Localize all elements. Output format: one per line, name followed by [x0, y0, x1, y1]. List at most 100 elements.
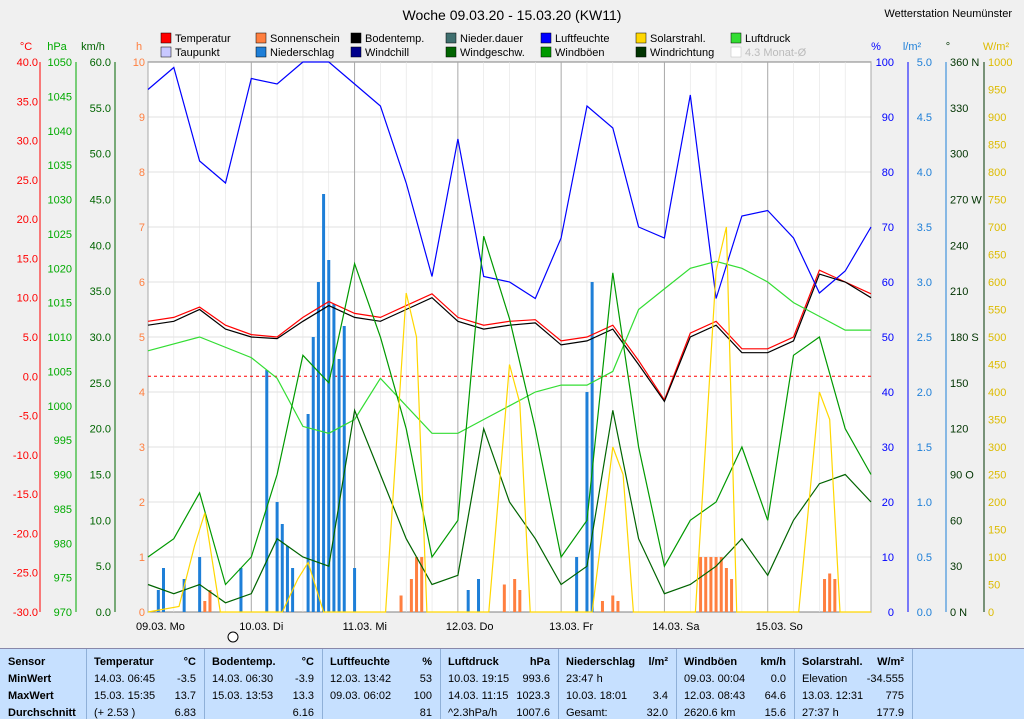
bar-1-13 — [704, 557, 708, 612]
axis-tick-hum-10: 0 — [888, 607, 894, 619]
axis-tick-temp-9: -5.0 — [19, 411, 38, 423]
stats-1-unit: °C — [301, 656, 314, 668]
weather-chart: Woche 09.03.20 - 15.03.20 (KW11) Wetters… — [12, 7, 1013, 643]
legend-swatch-1 — [255, 32, 267, 44]
stats-3-r1a: 10.03. 19:15 — [448, 673, 510, 685]
stats-3-r2b: 1023.3 — [516, 690, 550, 702]
axis-tick-press-9: 1005 — [48, 366, 72, 378]
axis-tick-solar-12: 400 — [988, 387, 1006, 399]
legend-swatch-9 — [350, 46, 362, 58]
axis-tick-hum-6: 40 — [882, 387, 894, 399]
stats-column-0: Temperatur °C 14.03. 06:45 -3.5 15.03. 15:35… — [86, 649, 205, 719]
x-tick-label-4: 13.03. Fr — [549, 621, 593, 633]
axis-tick-wind-0: 60.0 — [90, 57, 111, 69]
bar-0-12 — [316, 282, 320, 612]
legend-swatch-12 — [635, 46, 647, 58]
stats-column-1: Bodentemp. °C 14.03. 06:30 -3.9 15.03. 13:53… — [204, 649, 323, 719]
chart-marks — [147, 61, 872, 613]
stats-panel: Sensor MinWert MaxWert Durchschnitt Temp… — [0, 648, 1024, 719]
axis-tick-hum-3: 70 — [882, 222, 894, 234]
station-name: Wetterstation Neumünster — [884, 8, 1012, 20]
legend-swatch-4 — [540, 32, 552, 44]
stats-3-unit: hPa — [529, 656, 550, 668]
legend-label-5: Solarstrahl. — [650, 33, 706, 45]
bar-0-19 — [466, 590, 470, 612]
axis-tick-temp-7: 5.0 — [23, 332, 38, 344]
axis-tick-rain-10: 0.0 — [917, 607, 932, 619]
axis-unit-press: hPa — [47, 41, 67, 53]
axis-tick-dir-5: 210 — [950, 286, 968, 298]
axis-tick-temp-2: 30.0 — [17, 136, 38, 148]
stats-5-r1b: 0.0 — [770, 673, 786, 685]
bar-1-21 — [833, 579, 837, 612]
stats-column-3: Luftdruck hPa 10.03. 19:15 993.6 14.03. 11:1… — [440, 649, 559, 719]
x-axis-labels: 09.03. Mo 10.03. Di 11.03. Mi 12.03. Do 13.0… — [136, 621, 803, 633]
series-line-4 — [147, 408, 872, 604]
legend-swatch-8 — [255, 46, 267, 58]
axis-tick-press-12: 990 — [54, 470, 72, 482]
axis-tick-solar-19: 50 — [988, 580, 1000, 592]
stats-sensor-header: Sensor — [8, 656, 46, 668]
stats-1-r3b: 6.16 — [292, 707, 314, 719]
axis-tick-temp-5: 15.0 — [17, 253, 38, 265]
axis-tick-sun-8: 2 — [139, 497, 145, 509]
bar-1-1 — [208, 590, 212, 612]
axis-tick-solar-4: 800 — [988, 167, 1006, 179]
axis-tick-press-7: 1015 — [48, 298, 72, 310]
series-line-6 — [147, 226, 871, 613]
axis-tick-solar-0: 1000 — [988, 57, 1012, 69]
axis-tick-sun-10: 0 — [139, 607, 145, 619]
nav-marker-icon[interactable] — [227, 631, 239, 643]
stats-5-unit: km/h — [760, 656, 786, 668]
stats-5-name: Windböen — [684, 656, 738, 668]
bar-1-7 — [513, 579, 517, 612]
stats-4-unit: l/m² — [648, 656, 668, 668]
chart-title: Woche 09.03.20 - 15.03.20 (KW11) — [403, 7, 622, 23]
stats-1-r1b: -3.9 — [295, 673, 314, 685]
axis-tick-solar-18: 100 — [988, 552, 1006, 564]
axis-tick-press-4: 1030 — [48, 195, 72, 207]
chart-axes: °C40.035.030.025.020.015.010.05.00.0-5.0… — [13, 41, 1013, 619]
stats-3-r2a: 14.03. 11:15 — [448, 690, 509, 702]
axis-tick-rain-3: 3.5 — [917, 222, 932, 234]
bar-1-12 — [699, 557, 703, 612]
axis-tick-temp-3: 25.0 — [17, 175, 38, 187]
axis-tick-press-11: 995 — [54, 435, 72, 447]
stats-6-r2a: 13.03. 12:31 — [802, 690, 864, 702]
axis-tick-solar-6: 700 — [988, 222, 1006, 234]
stats-6-r2b: 775 — [885, 690, 904, 702]
stats-6-r1b: -34.555 — [866, 673, 904, 685]
stats-column-6: Solarstrahl. W/m² Elevation -34.555 13.03. 1… — [794, 649, 913, 719]
axis-tick-solar-17: 150 — [988, 525, 1006, 537]
x-tick-label-5: 14.03. Sa — [652, 621, 700, 633]
legend-label-2: Bodentemp. — [365, 33, 424, 45]
series-line-5 — [147, 236, 872, 586]
stats-min-label: MinWert — [8, 673, 52, 685]
bar-0-16 — [337, 359, 341, 612]
axis-tick-dir-2: 300 — [950, 149, 968, 161]
axis-unit-sun: h — [136, 41, 142, 53]
bar-0-6 — [275, 502, 279, 612]
stats-4-name: Niederschlag — [566, 656, 636, 668]
axis-tick-press-16: 970 — [54, 607, 72, 619]
stats-max-label: MaxWert — [8, 690, 54, 702]
bar-0-0 — [156, 590, 160, 612]
stats-2-r2a: 09.03. 06:02 — [330, 690, 392, 702]
legend-swatch-0 — [160, 32, 172, 44]
axis-tick-wind-10: 10.0 — [90, 515, 111, 527]
axis-tick-solar-16: 200 — [988, 497, 1006, 509]
axis-tick-solar-1: 950 — [988, 85, 1006, 97]
legend-swatch-11 — [540, 46, 552, 58]
axis-tick-wind-6: 30.0 — [90, 332, 111, 344]
axis-unit-rain: l/m² — [903, 41, 922, 53]
bar-0-13 — [322, 194, 326, 612]
legend-label-3: Nieder.dauer — [460, 33, 523, 45]
legend-swatch-2 — [350, 32, 362, 44]
bar-0-18 — [353, 568, 357, 612]
axis-tick-sun-6: 4 — [139, 387, 145, 399]
bar-0-15 — [332, 304, 336, 612]
bar-1-18 — [730, 579, 734, 612]
legend-swatch-13 — [730, 46, 742, 58]
axis-tick-press-1: 1045 — [48, 91, 72, 103]
legend-label-12: Windrichtung — [650, 47, 714, 59]
